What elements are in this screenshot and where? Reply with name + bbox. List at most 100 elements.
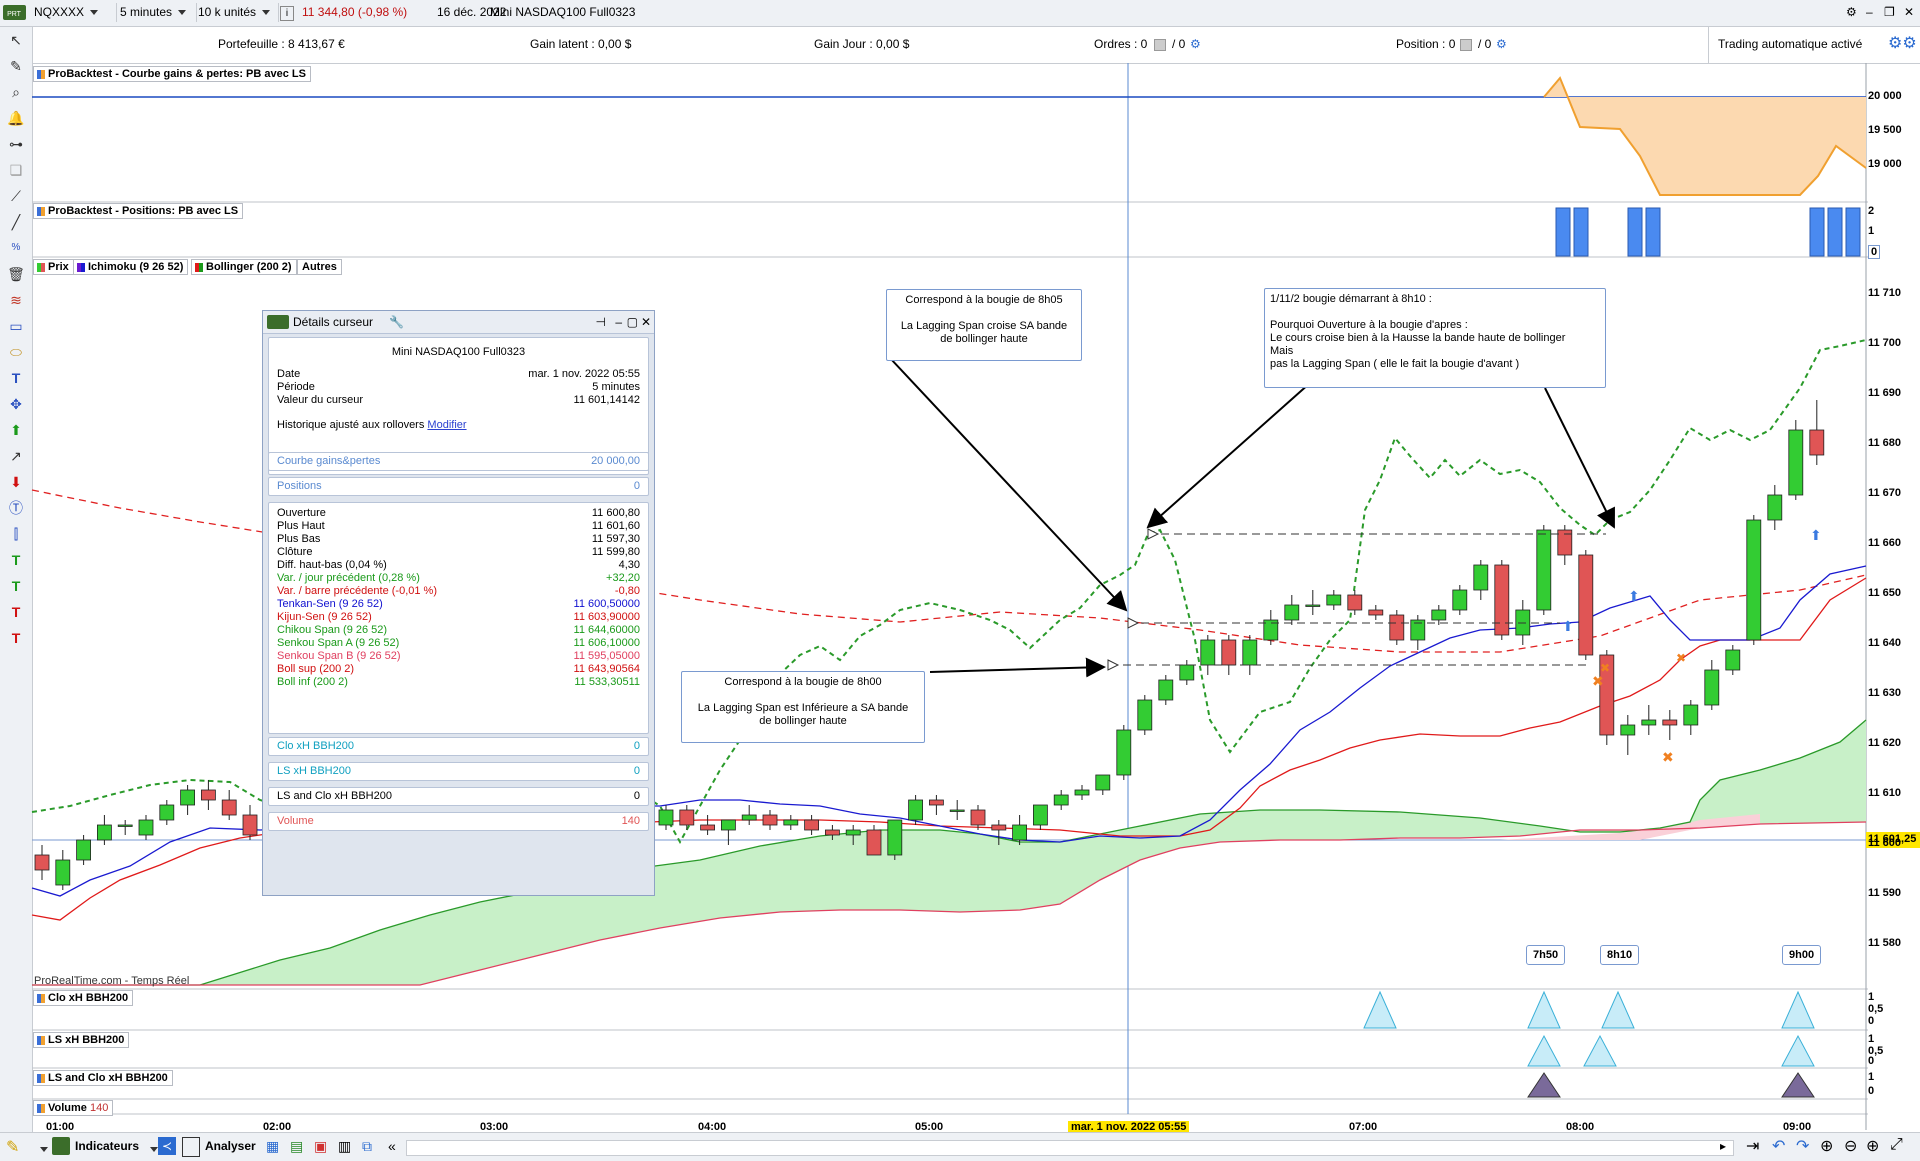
grid-icon[interactable]: ▤	[290, 1138, 304, 1154]
time-tick-0900: 09:00	[1783, 1121, 1812, 1133]
maximize-icon[interactable]: ▢	[626, 315, 638, 329]
minimize-icon[interactable]: –	[1866, 5, 1873, 19]
arrow-down-icon[interactable]: ⬇	[10, 474, 22, 490]
chevron-down-icon[interactable]	[34, 1143, 48, 1155]
zoom-in-icon[interactable]: ⊕	[1866, 1138, 1880, 1155]
segment-icon[interactable]: ⟋	[11, 188, 21, 204]
calendar-icon[interactable]: ▦	[266, 1138, 280, 1154]
diagonal-arrow-icon[interactable]: ↗	[10, 448, 22, 464]
volume-panel-label[interactable]: Volume 140	[33, 1100, 114, 1116]
line-icon[interactable]: ╱	[11, 214, 21, 230]
auto-trading-settings-icon[interactable]: ⚙⚙	[1888, 35, 1917, 52]
horizontal-segment-icon[interactable]: ⊶	[9, 136, 23, 152]
clo-box: Clo xH BBH200 0	[268, 737, 649, 756]
scroll-left-icon[interactable]: «	[388, 1138, 396, 1154]
ichimoku-icon	[77, 263, 85, 272]
candle	[700, 815, 715, 835]
price-tick: 11 600	[1868, 837, 1902, 849]
trash-icon[interactable]: 🗑	[7, 266, 25, 282]
analyse-icon[interactable]	[182, 1137, 200, 1157]
green-text-icon-2[interactable]: T	[11, 578, 21, 594]
note-8h05[interactable]: Correspond à la bougie de 8h05 La Laggin…	[886, 289, 1082, 361]
equity-panel-label[interactable]: ProBacktest - Courbe gains & pertes: PB …	[33, 66, 311, 82]
note-8h10[interactable]: 1/11/2 bougie démarrant à 8h10 : Pourquo…	[1264, 288, 1606, 388]
cursor-detail-row: Senkou Span B (9 26 52) 11 595,05000	[269, 650, 648, 663]
ellipse-icon[interactable]: ⬭	[10, 344, 22, 360]
zoom-out-icon[interactable]: ⊖	[1844, 1138, 1858, 1155]
settings-icon[interactable]: ⚙	[1846, 5, 1857, 19]
portfolio-bar: Portefeuille : 8 413,67 € Gain latent : …	[32, 27, 1920, 64]
cursor-details-header[interactable]: Détails curseur 🔧 ⊣ – ▢ ✕	[263, 311, 654, 334]
alert-bell-icon[interactable]: 🔔	[7, 110, 25, 126]
share-icon[interactable]: ≺	[158, 1137, 176, 1155]
undo-icon[interactable]: ↶	[1772, 1138, 1786, 1155]
ind3-label[interactable]: LS and Clo xH BBH200	[33, 1070, 173, 1086]
horizontal-scrollbar[interactable]	[406, 1140, 1734, 1156]
label: Clo xH BBH200	[277, 740, 355, 752]
fan-icon[interactable]: ⫿	[13, 526, 19, 542]
positions-list-icon[interactable]	[1460, 39, 1472, 51]
red-text-icon[interactable]: T	[11, 604, 21, 620]
text-circle-icon[interactable]: Ⓣ	[9, 500, 23, 516]
price-tick: 11 620	[1868, 737, 1902, 749]
ind1-label[interactable]: Clo xH BBH200	[33, 990, 134, 1006]
orders-icon[interactable]: ▣	[314, 1138, 328, 1154]
pencil-icon[interactable]: ✎	[10, 58, 22, 74]
orders-list-icon[interactable]	[1154, 39, 1166, 51]
candle	[1809, 400, 1825, 465]
redo-icon[interactable]: ↷	[1796, 1138, 1810, 1155]
indicators-icon[interactable]	[52, 1137, 70, 1155]
indicators-button[interactable]: Indicateurs	[75, 1139, 140, 1153]
arrow-up-icon[interactable]: ⬆	[10, 422, 22, 438]
text-icon[interactable]: T	[11, 370, 21, 386]
positions-settings-icon[interactable]: ⚙	[1496, 37, 1507, 51]
analyse-button[interactable]: Analyser	[205, 1139, 256, 1153]
cursor-details-window[interactable]: Détails curseur 🔧 ⊣ – ▢ ✕ Mini NASDAQ100…	[262, 310, 655, 896]
tab-autres[interactable]: Autres	[297, 259, 342, 275]
symbol-selector[interactable]: NQXXXX	[30, 3, 117, 22]
time-tick-0100: 01:00	[46, 1121, 75, 1133]
percent-icon[interactable]: %	[11, 242, 21, 253]
tab-ichimoku[interactable]: Ichimoku (9 26 52)	[73, 259, 189, 275]
green-text-icon[interactable]: T	[11, 552, 21, 568]
zoom-fit-icon[interactable]: ⊕	[1820, 1138, 1834, 1155]
copy-icon[interactable]: ❏	[9, 162, 23, 178]
tab-bollinger[interactable]: Bollinger (200 2)	[191, 259, 297, 275]
scroll-right-icon[interactable]: ▸	[1720, 1139, 1727, 1153]
note-8h00[interactable]: Correspond à la bougie de 8h00 La Laggin…	[681, 671, 925, 743]
pos-tick-0: 2	[1868, 205, 1875, 217]
move-icon[interactable]: ✥	[10, 396, 22, 412]
sync-icon[interactable]: ⧉	[362, 1138, 372, 1154]
scroll-end-icon[interactable]: ⇥	[1746, 1138, 1760, 1155]
close-icon[interactable]: ✕	[1904, 5, 1915, 19]
period-label: 5 minutes	[120, 5, 173, 19]
minimize-icon[interactable]: –	[615, 315, 622, 329]
time-marker-8h10[interactable]: 8h10	[1600, 945, 1640, 965]
pointer-icon[interactable]: ↖	[10, 32, 22, 48]
brush-icon[interactable]: ✎	[6, 1139, 20, 1156]
ind2-label[interactable]: LS xH BBH200	[33, 1032, 130, 1048]
positions-panel-label[interactable]: ProBacktest - Positions: PB avec LS	[33, 203, 244, 219]
fibonacci-icon[interactable]: ≋	[10, 292, 22, 308]
tab-prix[interactable]: Prix	[33, 259, 74, 275]
zoom-icon[interactable]: ⌕	[12, 84, 20, 100]
time-marker-9h00[interactable]: 9h00	[1782, 945, 1822, 965]
pin-icon[interactable]: ⊣	[595, 315, 606, 329]
fullscreen-icon[interactable]: ⤢	[1890, 1136, 1903, 1153]
time-marker-7h50[interactable]: 7h50	[1526, 945, 1566, 965]
info-icon[interactable]: i	[280, 6, 294, 21]
wrench-icon[interactable]: 🔧	[389, 315, 404, 329]
close-icon[interactable]: ✕	[640, 315, 651, 329]
restore-icon[interactable]: ❐	[1884, 5, 1895, 19]
modify-link[interactable]: Modifier	[427, 419, 467, 431]
equity-tick-2: 19 000	[1868, 158, 1902, 170]
units-selector[interactable]: 10 k unités	[194, 3, 279, 22]
orders-settings-icon[interactable]: ⚙	[1190, 37, 1201, 51]
chart-type-icon[interactable]: ▥	[338, 1138, 352, 1154]
rectangle-icon[interactable]: ▭	[9, 318, 23, 334]
daily-gain: Gain Jour : 0,00 $	[814, 37, 910, 51]
period-selector[interactable]: 5 minutes	[116, 3, 197, 22]
chevron-down-icon[interactable]	[144, 1143, 158, 1155]
red-text-icon-2[interactable]: T	[11, 630, 21, 646]
